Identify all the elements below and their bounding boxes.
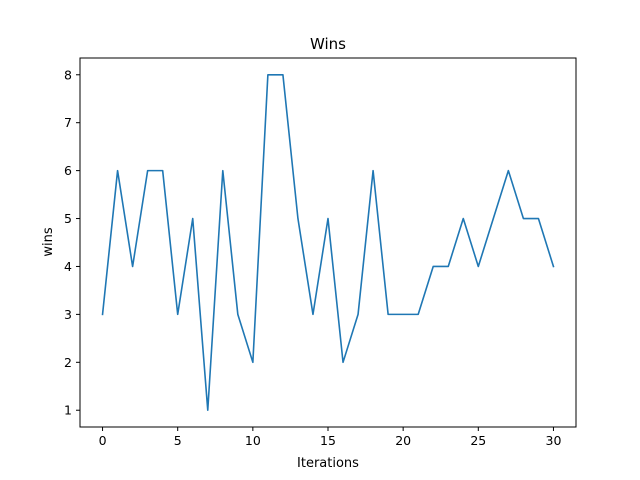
x-tick-label: 30 <box>546 433 562 448</box>
x-tick-label: 0 <box>99 433 107 448</box>
chart-title: Wins <box>310 35 346 53</box>
y-tick-label: 6 <box>64 163 72 178</box>
y-axis-label: wins <box>41 227 56 256</box>
x-tick-label: 5 <box>174 433 182 448</box>
plot-area-frame <box>79 57 577 428</box>
series-line <box>101 73 555 412</box>
x-tick-label: 20 <box>395 433 411 448</box>
x-axis-label: Iterations <box>297 456 359 471</box>
y-tick-label: 7 <box>64 115 72 130</box>
y-tick-label: 3 <box>64 307 72 322</box>
y-tick-label: 1 <box>64 403 72 418</box>
series-group <box>101 73 555 412</box>
x-tick-label: 15 <box>320 433 336 448</box>
x-axis-ticks: 0 5 10 15 20 25 30 <box>99 427 562 448</box>
y-axis-ticks: 1 2 3 4 5 6 7 8 <box>64 67 80 418</box>
x-tick-label: 10 <box>245 433 261 448</box>
y-tick-label: 8 <box>64 67 72 82</box>
y-tick-label: 2 <box>64 355 72 370</box>
y-tick-label: 4 <box>64 259 72 274</box>
y-tick-label: 5 <box>64 211 72 226</box>
x-tick-label: 25 <box>470 433 486 448</box>
